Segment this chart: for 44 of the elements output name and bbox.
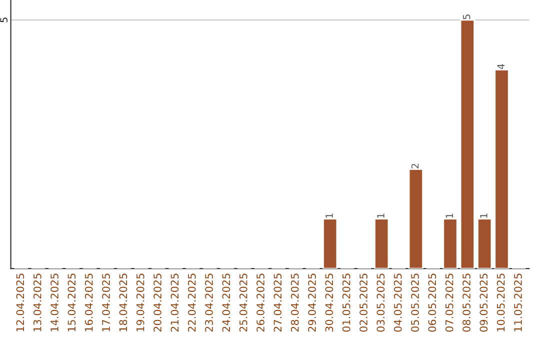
x-tick-label: 19.04.2025 [136,274,144,332]
x-tick-label: 12.04.2025 [16,274,24,332]
data-label: 5 [463,14,470,20]
x-tick-label: 13.04.2025 [33,274,42,332]
x-tick-label: 09.05.2025 [480,274,488,332]
data-label: 4 [497,64,504,70]
bar [494,68,510,269]
x-tick-label: 17.04.2025 [102,274,110,332]
data-label: 2 [411,164,419,168]
x-tick-label: 15.04.2025 [68,274,76,332]
bar [442,218,458,269]
x-tick-label: 27.04.2025 [274,274,282,332]
x-tick-label: 23.04.2025 [205,274,213,332]
x-tick-label: 29.04.2025 [308,274,316,332]
x-tick-label: 18.04.2025 [119,274,128,332]
x-tick-label: 26.04.2025 [256,274,264,332]
data-label: 1 [326,214,333,218]
x-tick-label: 07.05.2025 [445,274,454,332]
bar [477,218,492,269]
x-tick-label: 02.05.2025 [360,274,368,332]
x-tick-label: 03.05.2025 [376,274,385,332]
x-tick-label: 30.04.2025 [325,274,334,332]
x-tick-label: 10.05.2025 [496,274,505,332]
x-tick-label: 22.04.2025 [188,274,196,332]
x-tick-label: 24.04.2025 [222,274,230,332]
data-label: 1 [480,214,488,218]
x-tick-label: 14.04.2025 [50,274,58,332]
x-tick-label: 01.05.2025 [342,274,350,332]
data-label: 1 [446,214,453,218]
x-tick-label: 04.05.2025 [394,274,402,332]
bar [408,168,424,269]
x-tick-label: 06.05.2025 [428,274,436,332]
x-tick-label: 16.04.2025 [84,274,93,332]
x-tick-label: 25.04.2025 [239,274,248,332]
x-tick-label: 05.05.2025 [411,274,419,332]
bar [322,218,338,269]
x-tick-label: 21.04.2025 [170,274,179,332]
x-tick-label: 11.05.2025 [514,274,522,332]
x-tick-label: 08.05.2025 [462,274,470,332]
data-label: 1 [377,214,384,218]
bar [460,19,475,269]
bar [374,218,390,269]
x-tick-label: 20.04.2025 [154,274,162,332]
x-tick-label: 28.04.2025 [290,274,299,332]
